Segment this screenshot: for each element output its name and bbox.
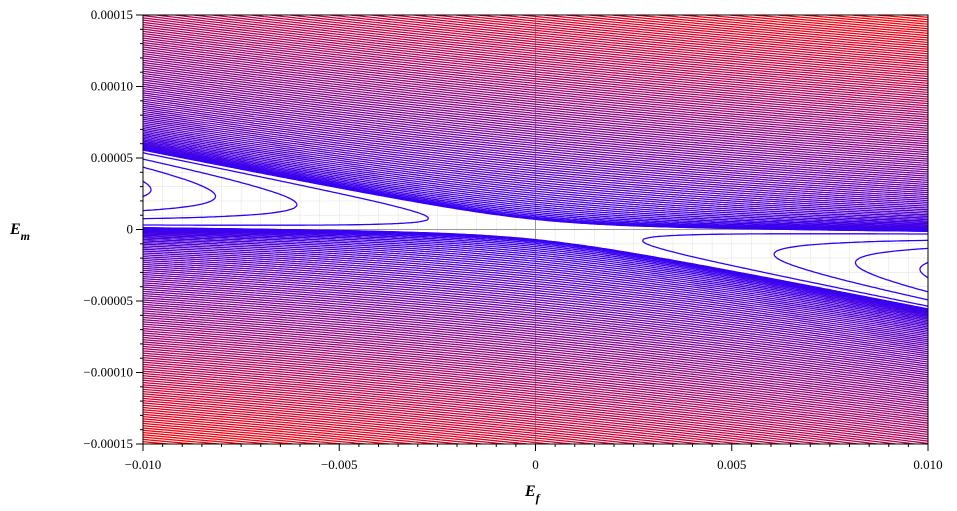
contour-line [143, 41, 928, 418]
contour-line [143, 102, 928, 357]
contour-line [143, 92, 928, 367]
contour-line [143, 158, 928, 301]
contour-line [143, 122, 928, 337]
x-axis-label: Ef [524, 483, 541, 505]
contour-line [143, 37, 928, 422]
contour-line [143, 15, 928, 444]
contour-line [143, 81, 928, 378]
contour-line [143, 59, 928, 400]
contour-line [143, 15, 928, 444]
contour-line [143, 166, 928, 293]
contour-line [143, 44, 928, 415]
contour-line [143, 39, 928, 420]
contour-line [143, 136, 928, 323]
contour-line [143, 32, 928, 427]
contour-line [143, 61, 928, 398]
contour-line [143, 48, 928, 411]
contour-line [143, 146, 928, 313]
contour-line [143, 30, 928, 429]
contour-line [143, 15, 928, 444]
contour-line [143, 72, 928, 387]
contour-line [143, 141, 928, 318]
contour-line [143, 57, 928, 402]
contour-line [143, 96, 928, 363]
x-tick-label: 0 [532, 457, 539, 472]
contour-line [143, 131, 928, 328]
contour-line [143, 74, 928, 385]
contour-line [143, 146, 928, 313]
y-tick-label: −0.00005 [83, 293, 133, 308]
contour-line [143, 145, 928, 314]
y-axis-label-subscript: m [21, 229, 30, 243]
x-tick-labels: −0.010 −0.005 0 0.005 0.010 [125, 457, 943, 472]
contour-line [143, 64, 928, 395]
contour-line [143, 66, 928, 393]
contour-line [143, 53, 928, 406]
contour-line [143, 100, 928, 359]
y-tick-label: −0.00010 [83, 365, 133, 380]
contour-line [143, 116, 928, 343]
x-tick-label: −0.005 [321, 457, 358, 472]
contour-line [143, 23, 928, 436]
x-tick-label: 0.010 [913, 457, 942, 472]
contour-line [143, 124, 928, 335]
contour-line [143, 108, 928, 351]
contour-line [143, 21, 928, 438]
contour-line [143, 134, 928, 325]
contour-line [143, 90, 928, 369]
x-tick-label: −0.010 [125, 457, 162, 472]
contour-line [143, 35, 928, 424]
y-tick-label: 0 [127, 222, 134, 237]
y-tick-label: −0.00015 [83, 436, 133, 451]
y-tick-labels: 0.00015 0.00010 0.00005 0 −0.00005 −0.00010 −0… [83, 7, 133, 451]
contour-line [143, 87, 928, 372]
contour-line [143, 28, 928, 431]
contour-line [143, 106, 928, 353]
contour-line [143, 139, 928, 320]
x-tick-label: 0.005 [717, 457, 746, 472]
y-axis-label: Em [9, 221, 30, 243]
contour-line [143, 144, 928, 315]
contour-line [143, 79, 928, 380]
contour-line [143, 120, 928, 339]
y-tick-label: 0.00015 [91, 7, 133, 22]
contour-line [143, 77, 928, 382]
contour-line [143, 114, 928, 345]
contour-line [143, 127, 928, 332]
contour-line [143, 104, 928, 355]
contour-line [143, 152, 928, 307]
contour-line [143, 132, 928, 327]
tick-layer [136, 14, 929, 451]
contour-line [143, 50, 928, 409]
y-tick-label: 0.00005 [91, 150, 133, 165]
contour-line [143, 15, 928, 444]
contour-line [143, 15, 928, 444]
contour-line [143, 68, 928, 391]
contour-line [143, 83, 928, 376]
contour-line [143, 118, 928, 341]
contour-line [143, 19, 928, 440]
contour-line [143, 137, 928, 322]
contour-line [143, 112, 928, 347]
contour-line [143, 70, 928, 389]
contour-line [143, 94, 928, 365]
contour-line [143, 17, 928, 442]
contour-line [143, 98, 928, 361]
x-axis-label-subscript: f [536, 491, 541, 505]
y-tick-label: 0.00010 [91, 79, 133, 94]
contour-line [143, 126, 928, 333]
contour-line [143, 110, 928, 349]
contour-line [143, 46, 928, 413]
contour-line [143, 55, 928, 404]
contour-layer [143, 15, 928, 444]
contour-line [143, 129, 928, 330]
